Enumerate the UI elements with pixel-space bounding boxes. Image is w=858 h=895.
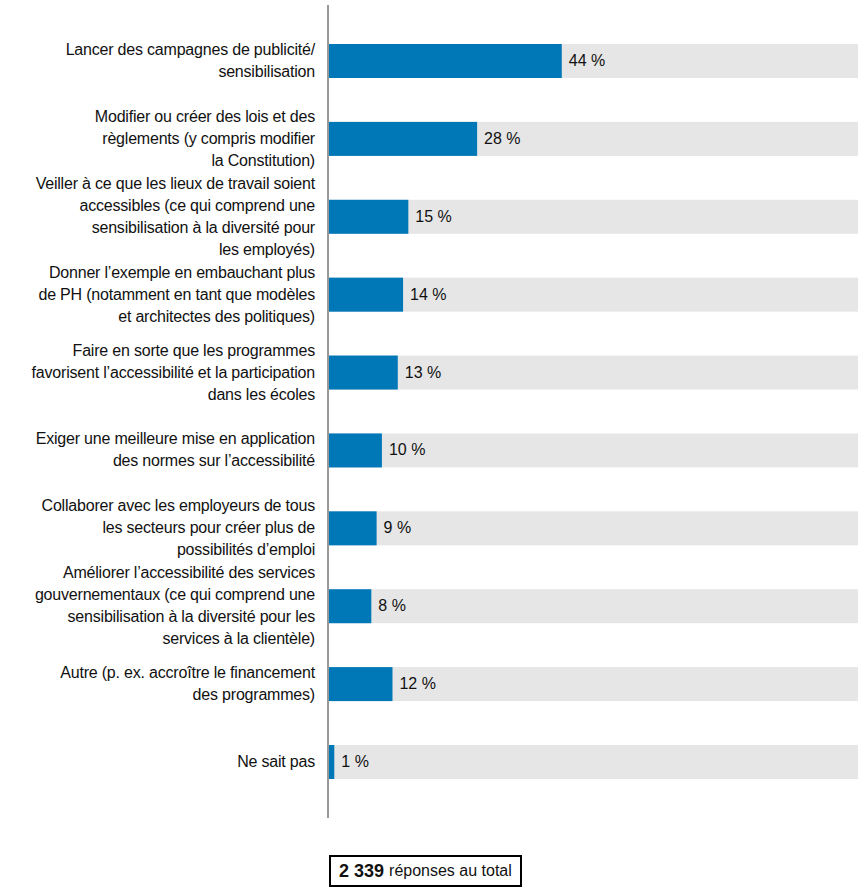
data-label: 9 % [384, 518, 412, 538]
bar [329, 122, 477, 156]
category-label: Veiller à ce que les lieux de travail so… [0, 173, 315, 261]
bar [329, 745, 334, 779]
total-note: 2 339 réponses au total [329, 855, 522, 887]
bar [329, 511, 377, 545]
track [329, 356, 858, 390]
track [329, 433, 858, 467]
data-label: 10 % [389, 440, 425, 460]
axis-line [328, 5, 329, 818]
data-label: 12 % [399, 674, 435, 694]
data-label: 44 % [569, 51, 605, 71]
category-label: Autre (p. ex. accroître le financement d… [0, 662, 315, 706]
track [329, 511, 858, 545]
track [329, 745, 858, 779]
category-label: Exiger une meilleure mise en application… [0, 428, 315, 472]
bar [329, 200, 408, 234]
category-label: Ne sait pas [0, 751, 315, 773]
bar [329, 278, 403, 312]
category-label: Collaborer avec les employeurs de tous l… [0, 495, 315, 561]
bar [329, 433, 382, 467]
bar [329, 589, 371, 623]
track [329, 122, 858, 156]
bar [329, 667, 392, 701]
track [329, 589, 858, 623]
track [329, 667, 858, 701]
category-label: Donner l’exemple en embauchant plus de P… [0, 262, 315, 328]
track [329, 278, 858, 312]
data-label: 13 % [405, 363, 441, 383]
category-label: Modifier ou créer des lois et des règlem… [0, 106, 315, 172]
data-label: 28 % [484, 129, 520, 149]
bar [329, 44, 562, 78]
bar [329, 356, 398, 390]
bars [329, 44, 562, 779]
total-number: 2 339 [339, 861, 384, 882]
category-label: Lancer des campagnes de publicité/ sensi… [0, 39, 315, 83]
tracks [329, 44, 858, 779]
data-label: 15 % [415, 207, 451, 227]
data-label: 8 % [378, 596, 406, 616]
data-label: 14 % [410, 285, 446, 305]
total-text: réponses au total [389, 862, 512, 880]
category-label: Faire en sorte que les programmes favori… [0, 340, 315, 406]
category-label: Améliorer l’accessibilité des services g… [0, 562, 315, 650]
data-label: 1 % [341, 752, 369, 772]
track [329, 44, 858, 78]
track [329, 200, 858, 234]
